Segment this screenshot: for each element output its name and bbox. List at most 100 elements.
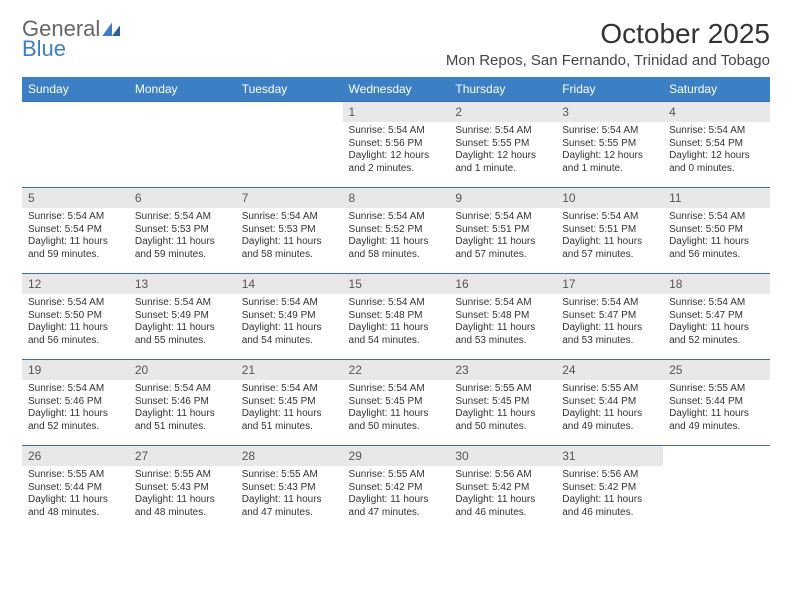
calendar-day-cell: 12Sunrise: 5:54 AMSunset: 5:50 PMDayligh… [22, 274, 129, 360]
day-header: Friday [556, 77, 663, 102]
day-details: Sunrise: 5:54 AMSunset: 5:49 PMDaylight:… [129, 294, 236, 351]
day-header: Sunday [22, 77, 129, 102]
calendar-empty-cell [129, 102, 236, 188]
calendar-day-cell: 23Sunrise: 5:55 AMSunset: 5:45 PMDayligh… [449, 360, 556, 446]
day-details: Sunrise: 5:54 AMSunset: 5:46 PMDaylight:… [22, 380, 129, 437]
day-header: Thursday [449, 77, 556, 102]
day-details: Sunrise: 5:55 AMSunset: 5:44 PMDaylight:… [663, 380, 770, 437]
day-number: 2 [449, 102, 556, 122]
calendar-day-cell: 11Sunrise: 5:54 AMSunset: 5:50 PMDayligh… [663, 188, 770, 274]
day-details: Sunrise: 5:54 AMSunset: 5:50 PMDaylight:… [663, 208, 770, 265]
calendar-day-cell: 2Sunrise: 5:54 AMSunset: 5:55 PMDaylight… [449, 102, 556, 188]
calendar-week-row: 26Sunrise: 5:55 AMSunset: 5:44 PMDayligh… [22, 446, 770, 532]
calendar-body: 1Sunrise: 5:54 AMSunset: 5:56 PMDaylight… [22, 102, 770, 532]
page-title: October 2025 [446, 18, 770, 50]
calendar-empty-cell [236, 102, 343, 188]
day-number: 8 [343, 188, 450, 208]
day-details: Sunrise: 5:54 AMSunset: 5:49 PMDaylight:… [236, 294, 343, 351]
calendar-day-cell: 29Sunrise: 5:55 AMSunset: 5:42 PMDayligh… [343, 446, 450, 532]
day-details: Sunrise: 5:54 AMSunset: 5:47 PMDaylight:… [663, 294, 770, 351]
day-number: 24 [556, 360, 663, 380]
day-number: 14 [236, 274, 343, 294]
day-details: Sunrise: 5:54 AMSunset: 5:53 PMDaylight:… [236, 208, 343, 265]
day-header: Wednesday [343, 77, 450, 102]
day-number: 30 [449, 446, 556, 466]
calendar-day-cell: 27Sunrise: 5:55 AMSunset: 5:43 PMDayligh… [129, 446, 236, 532]
calendar-day-cell: 9Sunrise: 5:54 AMSunset: 5:51 PMDaylight… [449, 188, 556, 274]
day-details: Sunrise: 5:54 AMSunset: 5:55 PMDaylight:… [556, 122, 663, 179]
day-details: Sunrise: 5:54 AMSunset: 5:50 PMDaylight:… [22, 294, 129, 351]
day-header: Tuesday [236, 77, 343, 102]
day-details: Sunrise: 5:54 AMSunset: 5:51 PMDaylight:… [449, 208, 556, 265]
day-number: 28 [236, 446, 343, 466]
day-details: Sunrise: 5:54 AMSunset: 5:53 PMDaylight:… [129, 208, 236, 265]
calendar-day-cell: 7Sunrise: 5:54 AMSunset: 5:53 PMDaylight… [236, 188, 343, 274]
calendar-day-cell: 6Sunrise: 5:54 AMSunset: 5:53 PMDaylight… [129, 188, 236, 274]
day-number: 22 [343, 360, 450, 380]
day-details: Sunrise: 5:55 AMSunset: 5:44 PMDaylight:… [556, 380, 663, 437]
calendar-empty-cell [663, 446, 770, 532]
calendar-day-cell: 17Sunrise: 5:54 AMSunset: 5:47 PMDayligh… [556, 274, 663, 360]
day-details: Sunrise: 5:56 AMSunset: 5:42 PMDaylight:… [556, 466, 663, 523]
calendar-day-cell: 24Sunrise: 5:55 AMSunset: 5:44 PMDayligh… [556, 360, 663, 446]
calendar-day-cell: 25Sunrise: 5:55 AMSunset: 5:44 PMDayligh… [663, 360, 770, 446]
calendar-day-cell: 15Sunrise: 5:54 AMSunset: 5:48 PMDayligh… [343, 274, 450, 360]
day-number: 7 [236, 188, 343, 208]
calendar-day-cell: 21Sunrise: 5:54 AMSunset: 5:45 PMDayligh… [236, 360, 343, 446]
day-number: 10 [556, 188, 663, 208]
calendar-day-cell: 3Sunrise: 5:54 AMSunset: 5:55 PMDaylight… [556, 102, 663, 188]
calendar-day-cell: 20Sunrise: 5:54 AMSunset: 5:46 PMDayligh… [129, 360, 236, 446]
day-header-row: SundayMondayTuesdayWednesdayThursdayFrid… [22, 77, 770, 102]
day-number: 20 [129, 360, 236, 380]
calendar-day-cell: 18Sunrise: 5:54 AMSunset: 5:47 PMDayligh… [663, 274, 770, 360]
day-number: 31 [556, 446, 663, 466]
day-header: Saturday [663, 77, 770, 102]
day-details: Sunrise: 5:55 AMSunset: 5:45 PMDaylight:… [449, 380, 556, 437]
day-number: 27 [129, 446, 236, 466]
calendar-empty-cell [22, 102, 129, 188]
day-number: 5 [22, 188, 129, 208]
day-details: Sunrise: 5:54 AMSunset: 5:55 PMDaylight:… [449, 122, 556, 179]
day-details: Sunrise: 5:54 AMSunset: 5:51 PMDaylight:… [556, 208, 663, 265]
calendar-day-cell: 16Sunrise: 5:54 AMSunset: 5:48 PMDayligh… [449, 274, 556, 360]
logo-text-blue: Blue [22, 38, 122, 60]
calendar-day-cell: 8Sunrise: 5:54 AMSunset: 5:52 PMDaylight… [343, 188, 450, 274]
day-number: 19 [22, 360, 129, 380]
day-details: Sunrise: 5:54 AMSunset: 5:45 PMDaylight:… [343, 380, 450, 437]
calendar-week-row: 12Sunrise: 5:54 AMSunset: 5:50 PMDayligh… [22, 274, 770, 360]
location-subtitle: Mon Repos, San Fernando, Trinidad and To… [446, 52, 770, 69]
day-number: 17 [556, 274, 663, 294]
calendar-day-cell: 14Sunrise: 5:54 AMSunset: 5:49 PMDayligh… [236, 274, 343, 360]
day-number: 25 [663, 360, 770, 380]
day-number: 16 [449, 274, 556, 294]
day-number: 13 [129, 274, 236, 294]
day-details: Sunrise: 5:54 AMSunset: 5:45 PMDaylight:… [236, 380, 343, 437]
calendar-day-cell: 1Sunrise: 5:54 AMSunset: 5:56 PMDaylight… [343, 102, 450, 188]
calendar-day-cell: 30Sunrise: 5:56 AMSunset: 5:42 PMDayligh… [449, 446, 556, 532]
calendar-week-row: 5Sunrise: 5:54 AMSunset: 5:54 PMDaylight… [22, 188, 770, 274]
calendar-week-row: 1Sunrise: 5:54 AMSunset: 5:56 PMDaylight… [22, 102, 770, 188]
day-details: Sunrise: 5:54 AMSunset: 5:48 PMDaylight:… [343, 294, 450, 351]
day-number: 11 [663, 188, 770, 208]
day-number: 18 [663, 274, 770, 294]
calendar-day-cell: 10Sunrise: 5:54 AMSunset: 5:51 PMDayligh… [556, 188, 663, 274]
header: GeneralBlue October 2025 Mon Repos, San … [22, 18, 770, 69]
day-details: Sunrise: 5:55 AMSunset: 5:44 PMDaylight:… [22, 466, 129, 523]
title-block: October 2025 Mon Repos, San Fernando, Tr… [446, 18, 770, 69]
day-number: 4 [663, 102, 770, 122]
day-details: Sunrise: 5:54 AMSunset: 5:48 PMDaylight:… [449, 294, 556, 351]
day-header: Monday [129, 77, 236, 102]
calendar-day-cell: 22Sunrise: 5:54 AMSunset: 5:45 PMDayligh… [343, 360, 450, 446]
day-number: 15 [343, 274, 450, 294]
day-details: Sunrise: 5:54 AMSunset: 5:52 PMDaylight:… [343, 208, 450, 265]
calendar-day-cell: 13Sunrise: 5:54 AMSunset: 5:49 PMDayligh… [129, 274, 236, 360]
day-details: Sunrise: 5:55 AMSunset: 5:43 PMDaylight:… [236, 466, 343, 523]
day-number: 26 [22, 446, 129, 466]
calendar-day-cell: 28Sunrise: 5:55 AMSunset: 5:43 PMDayligh… [236, 446, 343, 532]
day-details: Sunrise: 5:55 AMSunset: 5:43 PMDaylight:… [129, 466, 236, 523]
calendar-week-row: 19Sunrise: 5:54 AMSunset: 5:46 PMDayligh… [22, 360, 770, 446]
day-number: 6 [129, 188, 236, 208]
day-number: 21 [236, 360, 343, 380]
day-number: 1 [343, 102, 450, 122]
day-details: Sunrise: 5:54 AMSunset: 5:54 PMDaylight:… [663, 122, 770, 179]
